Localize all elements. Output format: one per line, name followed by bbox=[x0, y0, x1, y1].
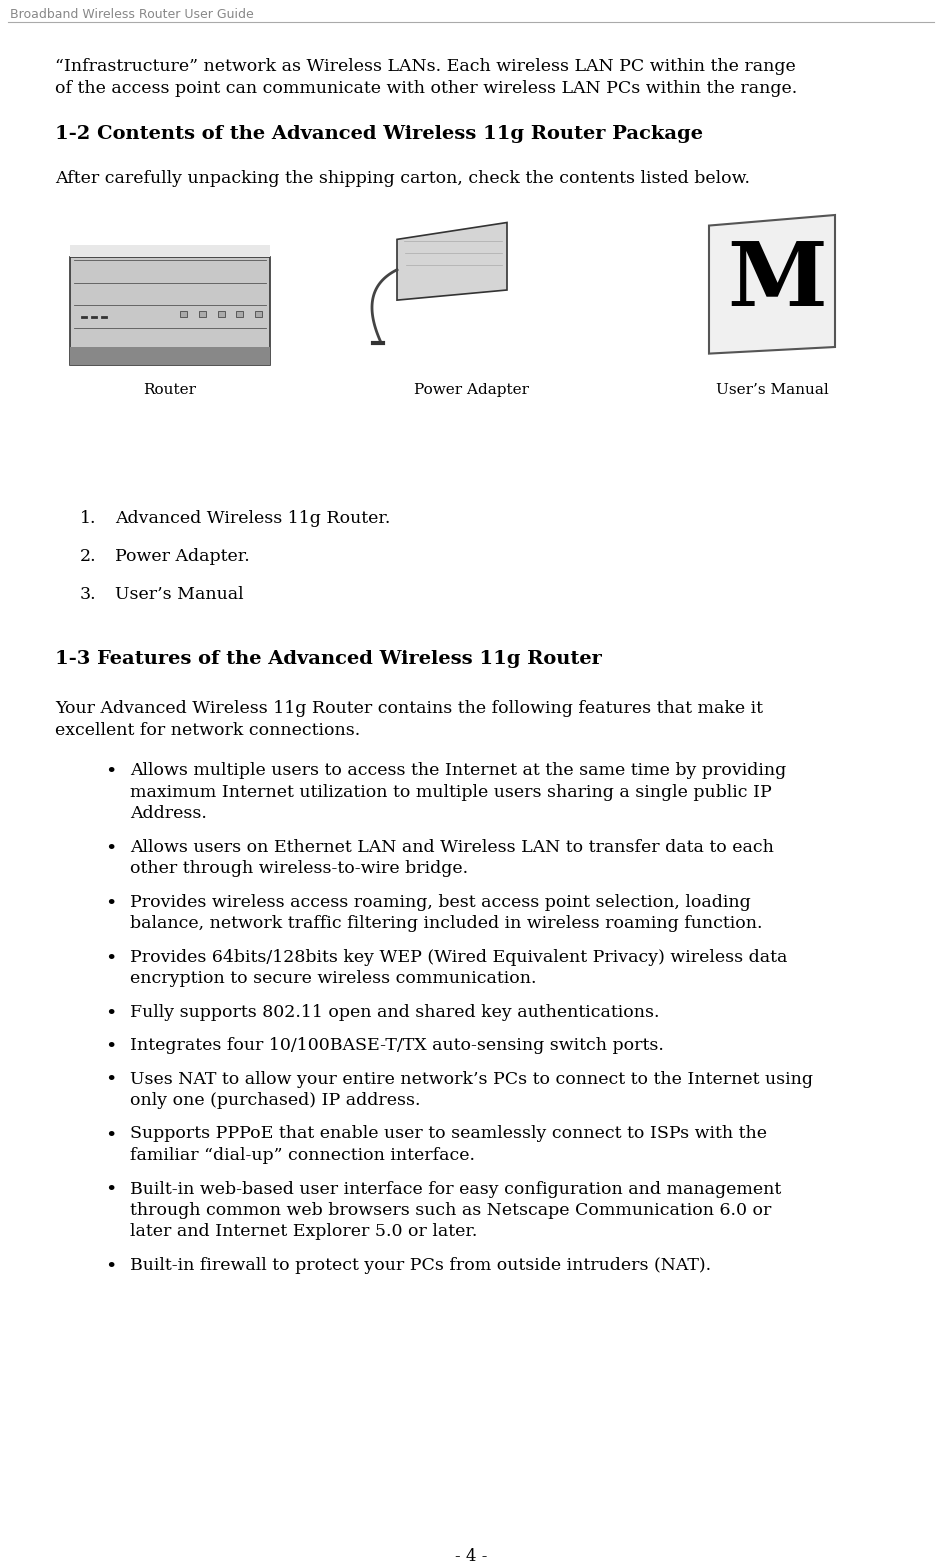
Text: User’s Manual: User’s Manual bbox=[716, 383, 828, 397]
Text: Provides wireless access roaming, best access point selection, loading: Provides wireless access roaming, best a… bbox=[130, 894, 751, 911]
Text: 1.: 1. bbox=[80, 510, 96, 527]
Text: •: • bbox=[105, 764, 117, 781]
Text: encryption to secure wireless communication.: encryption to secure wireless communicat… bbox=[130, 971, 537, 986]
Text: Allows multiple users to access the Internet at the same time by providing: Allows multiple users to access the Inte… bbox=[130, 762, 787, 779]
Polygon shape bbox=[397, 223, 507, 299]
FancyBboxPatch shape bbox=[70, 245, 270, 257]
FancyBboxPatch shape bbox=[255, 310, 262, 317]
Text: •: • bbox=[105, 1258, 117, 1276]
Text: •: • bbox=[105, 1038, 117, 1055]
Text: Advanced Wireless 11g Router.: Advanced Wireless 11g Router. bbox=[115, 510, 390, 527]
FancyBboxPatch shape bbox=[180, 310, 187, 317]
Text: Built-in firewall to protect your PCs from outside intruders (NAT).: Built-in firewall to protect your PCs fr… bbox=[130, 1258, 711, 1273]
FancyBboxPatch shape bbox=[70, 257, 270, 365]
Text: Address.: Address. bbox=[130, 804, 207, 822]
Text: 1-2 Contents of the Advanced Wireless 11g Router Package: 1-2 Contents of the Advanced Wireless 11… bbox=[55, 125, 703, 143]
Text: 2.: 2. bbox=[80, 547, 97, 564]
Text: “Infrastructure” network as Wireless LANs. Each wireless LAN PC within the range: “Infrastructure” network as Wireless LAN… bbox=[55, 58, 796, 75]
Text: later and Internet Explorer 5.0 or later.: later and Internet Explorer 5.0 or later… bbox=[130, 1223, 478, 1240]
Text: Allows users on Ethernet LAN and Wireless LAN to transfer data to each: Allows users on Ethernet LAN and Wireles… bbox=[130, 839, 774, 856]
Text: - 4 -: - 4 - bbox=[455, 1548, 487, 1565]
Text: excellent for network connections.: excellent for network connections. bbox=[55, 721, 360, 739]
Text: 1-3 Features of the Advanced Wireless 11g Router: 1-3 Features of the Advanced Wireless 11… bbox=[55, 651, 602, 668]
Text: Router: Router bbox=[143, 383, 197, 397]
Text: •: • bbox=[105, 950, 117, 967]
Text: M: M bbox=[727, 237, 827, 325]
Text: •: • bbox=[105, 1126, 117, 1145]
Text: Broadband Wireless Router User Guide: Broadband Wireless Router User Guide bbox=[10, 8, 253, 20]
FancyBboxPatch shape bbox=[199, 310, 205, 317]
Text: •: • bbox=[105, 1182, 117, 1200]
Text: •: • bbox=[105, 839, 117, 858]
Text: Your Advanced Wireless 11g Router contains the following features that make it: Your Advanced Wireless 11g Router contai… bbox=[55, 699, 763, 717]
Text: Fully supports 802.11 open and shared key authentications.: Fully supports 802.11 open and shared ke… bbox=[130, 1004, 659, 1021]
Text: •: • bbox=[105, 1005, 117, 1022]
Text: Supports PPPoE that enable user to seamlessly connect to ISPs with the: Supports PPPoE that enable user to seaml… bbox=[130, 1126, 767, 1143]
FancyBboxPatch shape bbox=[236, 310, 243, 317]
Text: User’s Manual: User’s Manual bbox=[115, 586, 244, 604]
Polygon shape bbox=[709, 215, 835, 354]
FancyBboxPatch shape bbox=[218, 310, 224, 317]
Text: familiar “dial-up” connection interface.: familiar “dial-up” connection interface. bbox=[130, 1148, 475, 1163]
Text: 3.: 3. bbox=[80, 586, 97, 604]
Text: other through wireless-to-wire bridge.: other through wireless-to-wire bridge. bbox=[130, 859, 468, 877]
Text: Power Adapter.: Power Adapter. bbox=[115, 547, 250, 564]
Text: Provides 64bits/128bits key WEP (Wired Equivalent Privacy) wireless data: Provides 64bits/128bits key WEP (Wired E… bbox=[130, 949, 788, 966]
Text: only one (purchased) IP address.: only one (purchased) IP address. bbox=[130, 1091, 420, 1109]
Text: of the access point can communicate with other wireless LAN PCs within the range: of the access point can communicate with… bbox=[55, 80, 797, 97]
Text: Uses NAT to allow your entire network’s PCs to connect to the Internet using: Uses NAT to allow your entire network’s … bbox=[130, 1071, 813, 1088]
FancyBboxPatch shape bbox=[70, 347, 270, 365]
Text: Power Adapter: Power Adapter bbox=[414, 383, 528, 397]
Text: •: • bbox=[105, 1071, 117, 1090]
Text: through common web browsers such as Netscape Communication 6.0 or: through common web browsers such as Nets… bbox=[130, 1203, 771, 1218]
Text: After carefully unpacking the shipping carton, check the contents listed below.: After carefully unpacking the shipping c… bbox=[55, 169, 750, 187]
Text: •: • bbox=[105, 894, 117, 913]
Text: Integrates four 10/100BASE-T/TX auto-sensing switch ports.: Integrates four 10/100BASE-T/TX auto-sen… bbox=[130, 1036, 664, 1054]
Text: Built-in web-based user interface for easy configuration and management: Built-in web-based user interface for ea… bbox=[130, 1181, 781, 1198]
Text: balance, network traffic filtering included in wireless roaming function.: balance, network traffic filtering inclu… bbox=[130, 916, 762, 931]
Text: maximum Internet utilization to multiple users sharing a single public IP: maximum Internet utilization to multiple… bbox=[130, 784, 771, 801]
